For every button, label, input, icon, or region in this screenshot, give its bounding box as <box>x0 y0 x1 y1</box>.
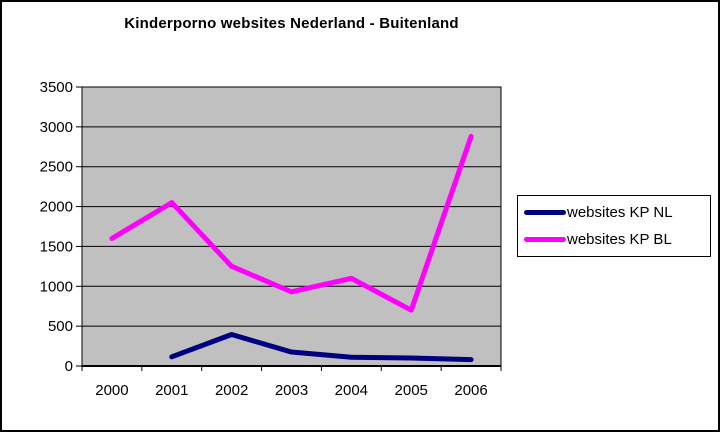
plot-background <box>82 87 501 366</box>
x-tick-label: 2004 <box>335 382 368 399</box>
y-tick-label: 2500 <box>40 159 73 176</box>
x-tick-label: 2006 <box>454 382 487 399</box>
x-tick-label: 2003 <box>275 382 308 399</box>
x-tick-label: 2005 <box>395 382 428 399</box>
bl-line-swatch-icon <box>524 237 566 242</box>
y-tick-label: 500 <box>48 318 73 335</box>
x-tick-label: 2000 <box>95 382 128 399</box>
y-tick-label: 1000 <box>40 278 73 295</box>
y-tick-label: 1500 <box>40 238 73 255</box>
series-line-websites-kp-nl <box>169 332 474 363</box>
x-tick-label: 2002 <box>215 382 248 399</box>
nl-line-swatch-icon <box>524 210 566 215</box>
y-tick-label: 0 <box>65 358 73 375</box>
chart-title: Kinderporno websites Nederland - Buitenl… <box>124 15 459 32</box>
series-line-websites-kp-bl <box>109 133 474 313</box>
legend-item-bl: websites KP BL <box>524 230 704 250</box>
legend-label-bl: websites KP BL <box>567 231 672 248</box>
legend-label-nl: websites KP NL <box>567 204 673 221</box>
x-tick-label: 2001 <box>155 382 188 399</box>
legend-item-nl: websites KP NL <box>524 203 704 223</box>
y-tick-label: 2000 <box>40 199 73 216</box>
y-tick-label: 3500 <box>40 79 73 96</box>
y-tick-label: 3000 <box>40 119 73 136</box>
legend: websites KP NL websites KP BL <box>517 195 711 257</box>
